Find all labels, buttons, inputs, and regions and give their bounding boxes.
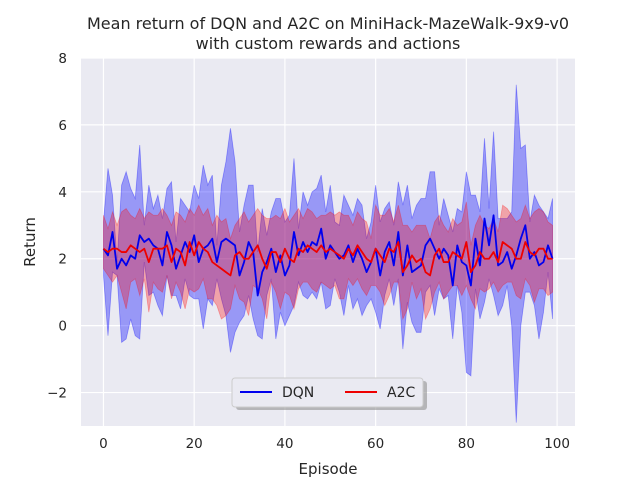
x-axis-label: Episode bbox=[299, 460, 358, 478]
y-tick-label: 2 bbox=[58, 252, 67, 268]
series-line-a2c bbox=[102, 241, 553, 277]
y-tick-label: 0 bbox=[58, 319, 67, 335]
legend: DQN A2C bbox=[231, 377, 427, 410]
legend-box bbox=[231, 377, 424, 408]
x-tick-label: 80 bbox=[458, 436, 475, 452]
x-tick-label: 0 bbox=[99, 436, 108, 452]
chart-title-line-2: with custom rewards and actions bbox=[196, 34, 461, 53]
x-tick-label: 100 bbox=[544, 436, 570, 452]
tick-labels: 0 20 40 60 80 100 −2 0 2 4 6 8 bbox=[47, 51, 570, 452]
plot-area bbox=[81, 58, 575, 426]
confidence-band-a2c bbox=[103, 201, 553, 321]
x-tick-label: 20 bbox=[186, 436, 203, 452]
x-tick-label: 60 bbox=[367, 436, 384, 452]
series-line-dqn bbox=[102, 214, 554, 297]
series-layer bbox=[102, 84, 554, 423]
y-tick-label: 4 bbox=[58, 185, 67, 201]
legend-label-a2c: A2C bbox=[387, 385, 415, 401]
legend-label-dqn: DQN bbox=[282, 385, 314, 401]
y-tick-label: −2 bbox=[47, 386, 67, 402]
y-tick-label: 6 bbox=[58, 118, 67, 134]
x-tick-label: 40 bbox=[276, 436, 293, 452]
y-tick-label: 8 bbox=[58, 51, 67, 67]
chart-title-line-1: Mean return of DQN and A2C on MiniHack-M… bbox=[87, 14, 569, 33]
y-axis-label: Return bbox=[21, 217, 39, 267]
